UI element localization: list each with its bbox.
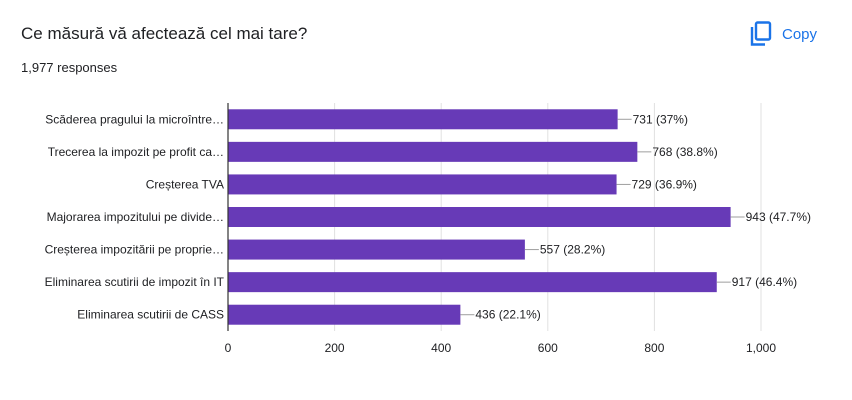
category-label: Scăderea pragului la microîntre… <box>45 112 224 126</box>
x-tick-label: 600 <box>538 341 558 355</box>
category-label: Majorarea impozitului pe divide… <box>47 210 224 224</box>
x-tick-label: 1,000 <box>746 341 776 355</box>
bar <box>228 239 525 260</box>
bar <box>228 304 461 325</box>
category-label: Creșterea impozitării pe proprie… <box>45 243 224 257</box>
chart-title: Ce măsură vă afectează cel mai tare? <box>21 24 308 43</box>
x-tick-label: 400 <box>431 341 451 355</box>
data-label: 768 (38.8%) <box>652 145 717 159</box>
bar <box>228 272 717 293</box>
category-label: Creșterea TVA <box>146 177 224 191</box>
bar <box>228 174 617 195</box>
category-label: Eliminarea scutirii de CASS <box>77 308 224 322</box>
x-tick-label: 800 <box>644 341 664 355</box>
copy-icon <box>750 21 772 47</box>
copy-button[interactable]: Copy <box>750 20 817 48</box>
x-tick-label: 200 <box>325 341 345 355</box>
bar <box>228 207 731 227</box>
data-label: 917 (46.4%) <box>732 275 797 289</box>
bar <box>228 141 638 162</box>
data-label: 557 (28.2%) <box>540 243 605 257</box>
data-label: 436 (22.1%) <box>475 308 540 322</box>
x-tick-label: 0 <box>225 341 232 355</box>
data-label: 729 (36.9%) <box>632 177 697 191</box>
data-label: 943 (47.7%) <box>746 210 811 224</box>
data-label: 731 (37%) <box>633 112 688 126</box>
bar <box>228 109 618 130</box>
category-label: Eliminarea scutirii de impozit în IT <box>45 275 225 289</box>
copy-button-label: Copy <box>782 25 818 43</box>
category-label: Trecerea la impozit pe profit ca… <box>48 145 224 159</box>
response-count: 1,977 responses <box>21 60 118 75</box>
